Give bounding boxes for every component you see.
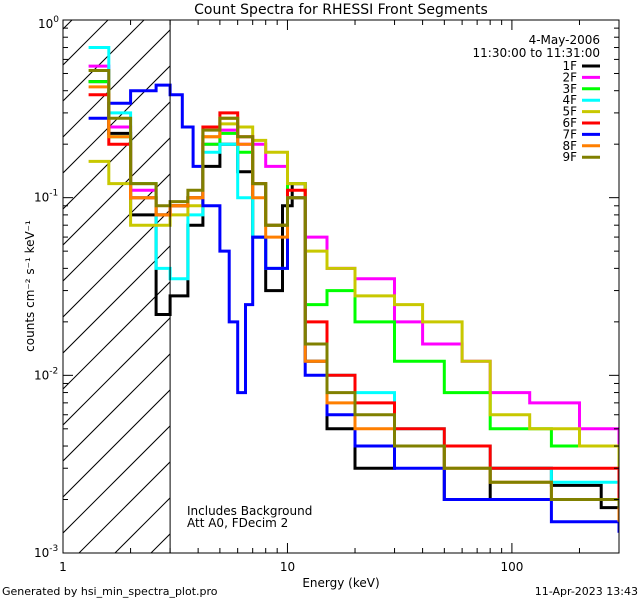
legend-label: 9F — [562, 150, 577, 164]
legend-label: 3F — [562, 82, 577, 96]
legend-label: 7F — [562, 127, 577, 141]
annotation-attenuator: Att A0, FDecim 2 — [187, 516, 288, 530]
x-axis-label: Energy (keV) — [302, 576, 379, 590]
svg-text:100: 100 — [38, 15, 59, 31]
hatch-line — [63, 425, 171, 534]
legend-label: 2F — [562, 70, 577, 84]
hatch-line — [63, 20, 73, 30]
legend-label: 8F — [562, 139, 577, 153]
x-tick-label: 10 — [280, 560, 295, 574]
hatch-line — [63, 353, 171, 462]
hatch-line — [63, 245, 171, 354]
legend-label: 4F — [562, 93, 577, 107]
y-tick-label: 10-2 — [34, 366, 58, 382]
legend-time-range: 11:30:00 to 11:31:00 — [473, 46, 600, 60]
chart-title: Count Spectra for RHESSI Front Segments — [194, 2, 488, 18]
hatch-line — [78, 461, 171, 553]
hatch-line — [63, 389, 171, 498]
x-tick-label: 100 — [500, 560, 523, 574]
series-9f — [88, 69, 619, 508]
legend-label: 6F — [562, 116, 577, 130]
series-layer — [88, 46, 619, 533]
legend-date: 4-May-2006 — [529, 33, 600, 47]
y-tick-label: 10-1 — [34, 189, 58, 205]
y-axis-label: counts cm⁻² s⁻¹ keV⁻¹ — [23, 220, 37, 352]
hatch-line — [63, 317, 171, 426]
hatch-line — [63, 65, 171, 174]
hatch-line — [63, 29, 171, 138]
y-tick-label: 100 — [38, 15, 59, 31]
legend-label: 5F — [562, 105, 577, 119]
y-tick-label: 10-3 — [34, 544, 58, 560]
svg-text:10-3: 10-3 — [34, 544, 58, 560]
annotation-background: Includes Background — [187, 504, 312, 518]
svg-text:10-1: 10-1 — [34, 189, 58, 205]
footer-timestamp: 11-Apr-2023 13:43 — [535, 585, 638, 598]
x-tick-label: 1 — [59, 560, 67, 574]
footer-generated-by: Generated by hsi_min_spectra_plot.pro — [2, 585, 218, 598]
legend-label: 1F — [562, 59, 577, 73]
plot-frame — [62, 19, 620, 554]
hatch-line — [114, 497, 171, 553]
hatch-line — [63, 20, 145, 102]
axis-ticks — [62, 19, 620, 554]
hatch-line — [63, 173, 171, 282]
hatched-region — [63, 20, 171, 553]
hatch-line — [63, 209, 171, 318]
svg-text:10-2: 10-2 — [34, 366, 58, 382]
